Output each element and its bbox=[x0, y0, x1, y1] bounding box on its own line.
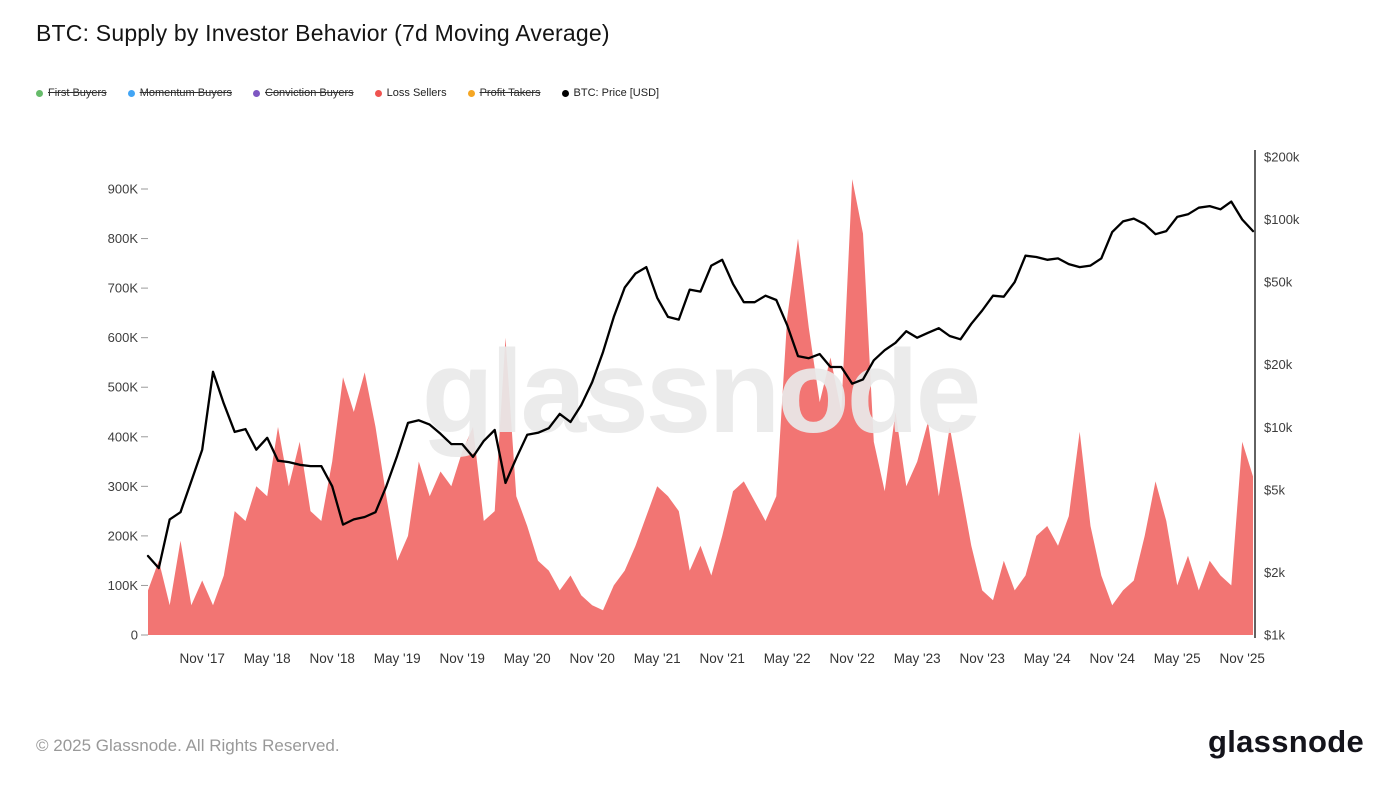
y-axis-right-label: $50k bbox=[1264, 275, 1293, 290]
y-axis-left-label: 400K bbox=[108, 429, 139, 444]
x-axis-label: Nov '22 bbox=[830, 651, 875, 666]
x-axis-label: May '24 bbox=[1024, 651, 1071, 666]
x-axis-label: Nov '18 bbox=[310, 651, 355, 666]
x-axis-label: May '18 bbox=[244, 651, 291, 666]
x-axis-label: Nov '24 bbox=[1090, 651, 1136, 666]
x-axis-label: Nov '19 bbox=[440, 651, 485, 666]
glassnode-logo: glassnode bbox=[1207, 724, 1364, 759]
legend-label: First Buyers bbox=[48, 87, 107, 99]
chart-title: BTC: Supply by Investor Behavior (7d Mov… bbox=[36, 20, 610, 46]
y-axis-left-label: 100K bbox=[108, 578, 139, 593]
x-axis-label: Nov '21 bbox=[700, 651, 745, 666]
x-axis-label: May '19 bbox=[374, 651, 421, 666]
legend-item-conviction-buyers[interactable]: Conviction Buyers bbox=[253, 87, 354, 99]
x-axis-label: May '20 bbox=[504, 651, 551, 666]
legend-item-loss-sellers[interactable]: Loss Sellers bbox=[374, 87, 447, 99]
x-axis-label: May '22 bbox=[764, 651, 811, 666]
legend-item-profit-takers[interactable]: Profit Takers bbox=[467, 87, 541, 99]
legend-label: Loss Sellers bbox=[386, 87, 447, 99]
y-axis-left-label: 900K bbox=[108, 182, 139, 197]
y-axis-left-label: 800K bbox=[108, 231, 139, 246]
legend-dot-icon bbox=[36, 89, 43, 97]
x-axis-label: May '25 bbox=[1154, 651, 1201, 666]
legend-dot-icon bbox=[374, 89, 382, 97]
loss-sellers-area bbox=[148, 179, 1253, 635]
legend-dot-icon bbox=[127, 89, 135, 97]
legend-label: Momentum Buyers bbox=[139, 87, 232, 99]
y-axis-left-label: 700K bbox=[108, 281, 139, 296]
y-axis-right-label: $5k bbox=[1264, 482, 1285, 497]
y-axis-right-label: $10k bbox=[1264, 420, 1293, 435]
copyright-text: © 2025 Glassnode. All Rights Reserved. bbox=[36, 736, 340, 755]
legend-label: Profit Takers bbox=[479, 87, 541, 99]
legend: First Buyers Momentum Buyers Conviction Bu… bbox=[36, 87, 659, 99]
legend-item-momentum-buyers[interactable]: Momentum Buyers bbox=[127, 87, 232, 99]
legend-label: Conviction Buyers bbox=[265, 87, 354, 99]
legend-item-first-buyers[interactable]: First Buyers bbox=[36, 87, 107, 99]
y-axis-left-label: 300K bbox=[108, 479, 139, 494]
legend-dot-icon bbox=[467, 89, 475, 97]
x-axis-label: May '21 bbox=[634, 651, 681, 666]
x-axis-label: May '23 bbox=[894, 651, 941, 666]
x-axis-label: Nov '17 bbox=[180, 651, 225, 666]
x-axis-label: Nov '25 bbox=[1220, 651, 1265, 666]
y-axis-left-label: 200K bbox=[108, 528, 139, 543]
btc-price-line bbox=[146, 200, 1255, 570]
y-axis-right-label: $200k bbox=[1264, 150, 1300, 165]
y-axis-right-label: $100k bbox=[1264, 212, 1300, 227]
x-axis-label: Nov '23 bbox=[960, 651, 1005, 666]
y-axis-right-label: $2k bbox=[1264, 565, 1285, 580]
legend-item-btc-price-usd[interactable]: BTC: Price [USD] bbox=[561, 87, 660, 99]
legend-dot-icon bbox=[561, 89, 569, 97]
legend-dot-icon bbox=[253, 89, 260, 97]
y-axis-left-label: 500K bbox=[108, 380, 139, 395]
supply-price-chart[interactable]: glassnode 900K 800K 700K 600K 500K 400K 300K 200… bbox=[0, 140, 1400, 700]
y-axis-right-label: $1k bbox=[1264, 628, 1285, 643]
legend-label: BTC: Price [USD] bbox=[573, 87, 660, 99]
glassnode-watermark-icon: glassnode bbox=[422, 326, 979, 458]
x-axis-label: Nov '20 bbox=[570, 651, 615, 666]
y-axis-left-label: 600K bbox=[108, 330, 139, 345]
y-axis-right-label: $20k bbox=[1264, 357, 1293, 372]
y-axis-left-label: 0 bbox=[131, 628, 138, 643]
